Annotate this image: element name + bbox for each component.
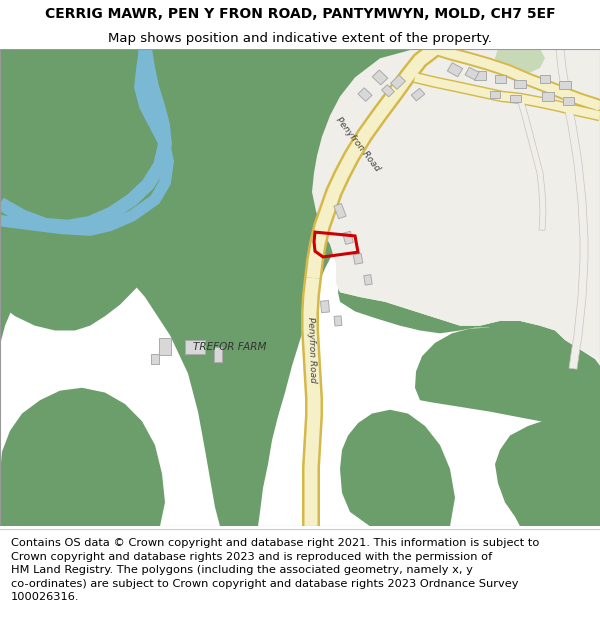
Bar [151, 354, 159, 364]
Polygon shape [415, 328, 600, 436]
Polygon shape [340, 410, 455, 526]
Polygon shape [488, 244, 600, 366]
Bar [358, 88, 372, 101]
Bar [214, 348, 222, 361]
Bar [563, 98, 574, 105]
Polygon shape [414, 73, 600, 120]
Polygon shape [338, 49, 600, 362]
Polygon shape [0, 175, 130, 259]
Bar [334, 316, 342, 326]
Polygon shape [336, 49, 600, 366]
Text: Penyfron Road: Penyfron Road [307, 316, 317, 382]
Polygon shape [0, 48, 172, 233]
Bar [542, 92, 554, 101]
Polygon shape [556, 48, 588, 369]
Bar [490, 91, 500, 98]
Polygon shape [301, 277, 323, 526]
Bar [382, 85, 394, 97]
Text: Map shows position and indicative extent of the property.: Map shows position and indicative extent… [108, 31, 492, 44]
Bar [320, 301, 329, 312]
Bar [514, 80, 526, 88]
Bar [540, 76, 550, 83]
Bar [411, 88, 425, 101]
Polygon shape [0, 49, 120, 137]
Text: CERRIG MAWR, PEN Y FRON ROAD, PANTYMWYN, MOLD, CH7 5EF: CERRIG MAWR, PEN Y FRON ROAD, PANTYMWYN,… [44, 7, 556, 21]
Polygon shape [517, 98, 546, 231]
Bar [509, 94, 521, 102]
Bar [334, 204, 346, 219]
Bar [185, 339, 205, 354]
Polygon shape [413, 72, 600, 121]
Polygon shape [312, 49, 600, 359]
Polygon shape [0, 49, 255, 331]
Polygon shape [304, 278, 320, 526]
Text: Contains OS data © Crown copyright and database right 2021. This information is : Contains OS data © Crown copyright and d… [11, 538, 539, 602]
Bar [343, 231, 353, 244]
Bar [372, 70, 388, 85]
Polygon shape [0, 49, 600, 526]
Polygon shape [307, 44, 439, 279]
Bar [159, 338, 171, 355]
Polygon shape [433, 44, 600, 111]
Bar [559, 81, 571, 89]
Polygon shape [495, 416, 600, 526]
Polygon shape [433, 42, 600, 112]
Bar [474, 71, 486, 80]
Bar [364, 274, 372, 285]
Polygon shape [0, 89, 118, 168]
Polygon shape [0, 48, 174, 236]
Bar [353, 254, 363, 264]
Bar [448, 62, 463, 77]
Bar [494, 76, 505, 83]
Polygon shape [495, 49, 545, 72]
Text: TREFOR FARM: TREFOR FARM [193, 342, 267, 352]
Polygon shape [304, 42, 440, 279]
Polygon shape [0, 388, 165, 526]
Text: Penyfron Road: Penyfron Road [334, 116, 382, 173]
Bar [391, 75, 406, 89]
Polygon shape [0, 49, 210, 345]
Bar [465, 68, 479, 80]
